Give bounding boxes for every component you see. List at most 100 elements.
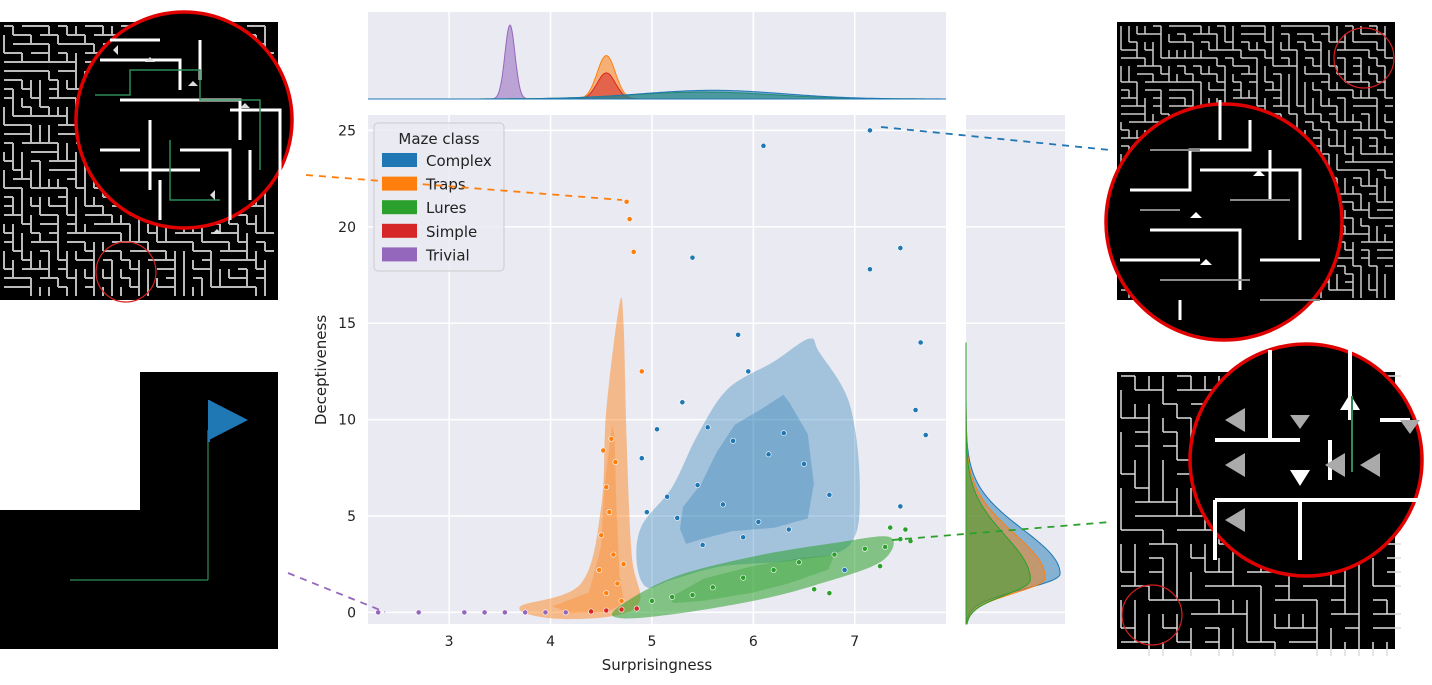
zoom-circle: [1188, 342, 1424, 578]
point-traps: [638, 368, 645, 375]
complex-maze-inset: [880, 22, 1395, 342]
point-traps: [614, 580, 621, 587]
connector-line: [305, 174, 623, 201]
top-marginal-background: [368, 12, 946, 99]
legend-label: Complex: [426, 152, 492, 170]
goal-flag-icon: [209, 400, 248, 440]
point-complex: [897, 503, 904, 510]
x-axis-label: Surprisingness: [602, 656, 713, 674]
density-core-traps: [552, 424, 625, 614]
x-axis-ticks: 3 4 5 6 7: [445, 634, 860, 650]
y-axis-ticks: 0 5 10 15 20 25: [338, 123, 356, 621]
trap-maze-inset: [0, 10, 623, 303]
x-tick-label: 5: [647, 634, 656, 650]
point-complex: [643, 509, 650, 516]
legend: Maze class Complex Traps Lures Simple Trivia…: [373, 122, 505, 272]
point-complex: [755, 518, 762, 525]
point-complex: [780, 430, 787, 437]
connector-line: [287, 572, 386, 613]
density-regions: [519, 297, 894, 620]
point-simple: [603, 607, 610, 614]
legend-label: Simple: [426, 223, 477, 241]
point-complex: [912, 407, 919, 413]
point-trivial: [542, 609, 549, 616]
point-traps: [623, 198, 630, 205]
point-lures: [709, 584, 716, 591]
point-traps: [598, 532, 605, 539]
zoom-marker-circle: [95, 241, 157, 303]
point-simple: [588, 608, 594, 615]
connector-line: [891, 521, 1111, 541]
point-complex: [922, 432, 929, 438]
point-complex: [897, 245, 904, 251]
zoom-marker-circle: [1333, 27, 1395, 89]
y-tick-label: 10: [338, 413, 356, 429]
point-complex: [826, 491, 833, 498]
point-complex: [841, 567, 848, 573]
point-traps: [610, 551, 617, 558]
density-core-complex: [679, 394, 814, 544]
point-trivial: [481, 609, 488, 616]
point-trivial: [461, 609, 468, 616]
point-lures: [689, 592, 696, 598]
density-region-lures: [611, 536, 894, 619]
point-complex: [699, 542, 706, 548]
point-traps: [606, 509, 613, 516]
marginal-x-complex: [368, 89, 946, 100]
point-traps: [600, 447, 607, 454]
point-complex: [654, 426, 660, 433]
legend-label: Trivial: [425, 246, 470, 264]
trivial-maze-inset: [0, 372, 386, 649]
point-complex: [740, 534, 747, 541]
point-simple: [618, 606, 625, 613]
x-tick-label: 6: [749, 634, 758, 650]
point-lures: [770, 567, 777, 573]
point-complex: [765, 451, 772, 458]
legend-swatch: [382, 153, 417, 167]
legend-swatch: [382, 200, 417, 215]
point-lures: [796, 559, 802, 566]
y-tick-label: 20: [338, 220, 356, 236]
point-lures: [831, 551, 838, 558]
point-complex: [664, 493, 671, 500]
point-complex: [760, 142, 767, 149]
point-complex: [689, 254, 696, 261]
y-tick-label: 25: [338, 123, 356, 139]
point-complex: [694, 482, 701, 489]
zoom-circle: [1104, 102, 1344, 342]
point-complex: [917, 339, 924, 346]
y-tick-label: 0: [347, 605, 356, 621]
point-traps: [596, 567, 603, 573]
point-trivial: [522, 609, 529, 616]
x-tick-label: 4: [546, 634, 555, 650]
scatter-points: [375, 127, 929, 616]
density-region-traps: [519, 297, 641, 620]
point-complex: [720, 501, 726, 508]
point-traps: [608, 436, 615, 442]
density-core-lures: [670, 554, 835, 604]
density-region-complex: [636, 338, 860, 589]
main-plot: 3 4 5 6 7 0 5 10 15 20 25 Surprisingness Deceptiv…: [312, 115, 946, 674]
point-complex: [730, 437, 736, 444]
point-traps: [603, 590, 610, 597]
y-axis-label: Deceptiveness: [312, 315, 330, 425]
right-marginal: [965, 115, 1065, 625]
point-lures: [811, 586, 818, 593]
point-lures: [669, 594, 676, 600]
point-simple: [633, 605, 640, 612]
point-lures: [826, 590, 833, 597]
point-lures: [902, 526, 909, 533]
x-tick-label: 3: [445, 634, 454, 650]
point-trivial: [375, 609, 382, 616]
point-traps: [612, 459, 619, 465]
point-lures: [877, 563, 883, 570]
point-complex: [679, 399, 686, 406]
point-traps: [620, 561, 627, 568]
point-complex: [674, 515, 681, 521]
point-trivial: [562, 609, 569, 616]
legend-swatch: [382, 223, 417, 238]
point-traps: [630, 248, 637, 255]
x-tick-label: 7: [850, 634, 859, 650]
maze-outer-region: [0, 372, 140, 510]
